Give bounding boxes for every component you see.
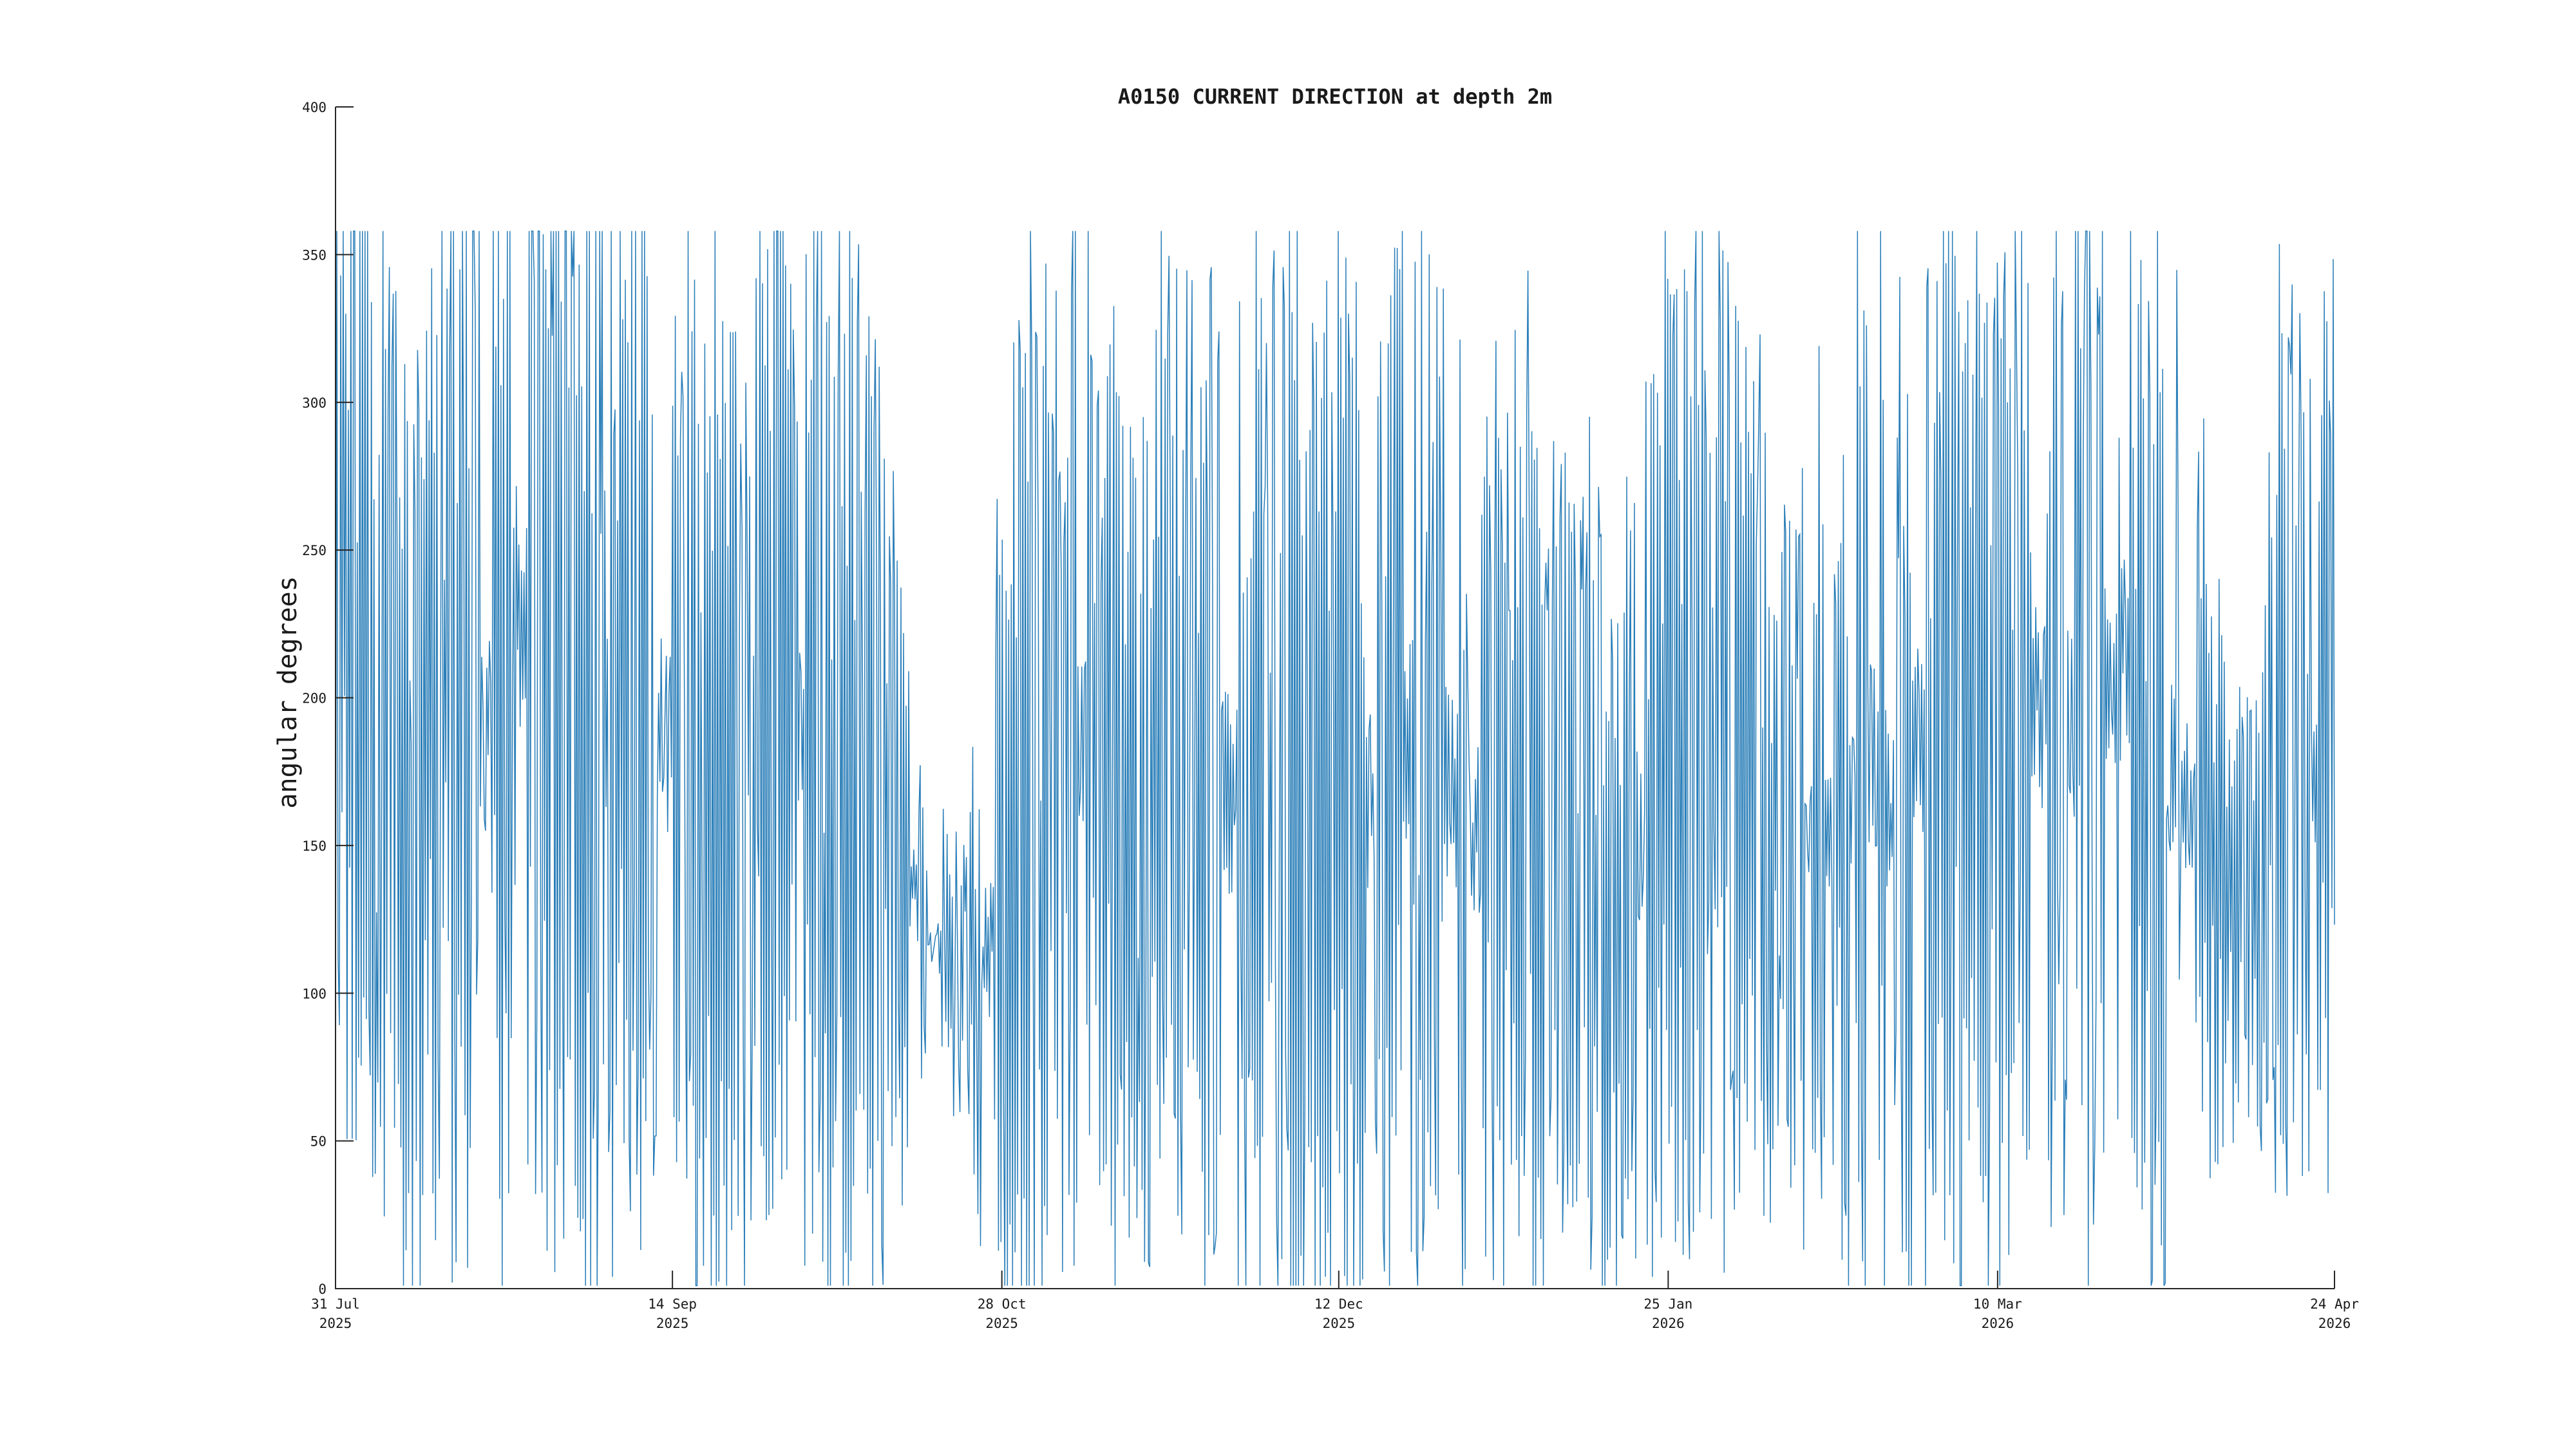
y-tick-label: 200	[302, 691, 327, 706]
x-tick-label-date: 10 Mar	[1973, 1296, 2022, 1312]
x-tick-label-year: 2026	[2318, 1316, 2351, 1331]
y-tick-label: 250	[302, 543, 327, 558]
y-tick-label: 100	[302, 986, 327, 1001]
y-tick-label: 50	[310, 1134, 327, 1150]
x-tick-label-date: 14 Sep	[648, 1296, 697, 1312]
x-tick-label-year: 2025	[985, 1316, 1018, 1331]
x-tick-label-year: 2025	[1323, 1316, 1356, 1331]
x-tick-label-year: 2025	[319, 1316, 352, 1331]
x-tick-label-year: 2025	[656, 1316, 689, 1331]
y-tick-label: 0	[318, 1282, 327, 1297]
data-series-line	[335, 230, 2335, 1287]
y-tick-label: 300	[302, 395, 327, 411]
chart-title: A0150 CURRENT DIRECTION at depth 2m	[1117, 84, 1553, 109]
y-tick-label: 400	[302, 100, 327, 115]
x-tick-label-date: 24 Apr	[2310, 1296, 2359, 1312]
y-tick-label: 350	[302, 247, 327, 263]
x-tick-label-date: 12 Dec	[1314, 1296, 1363, 1312]
x-tick-label-year: 2026	[1652, 1316, 1685, 1331]
y-tick-label: 150	[302, 838, 327, 854]
x-tick-label-date: 31 Jul	[311, 1296, 360, 1312]
x-tick-label-date: 28 Oct	[978, 1296, 1027, 1312]
x-tick-label-date: 25 Jan	[1643, 1296, 1692, 1312]
x-tick-label-year: 2026	[1982, 1316, 2014, 1331]
